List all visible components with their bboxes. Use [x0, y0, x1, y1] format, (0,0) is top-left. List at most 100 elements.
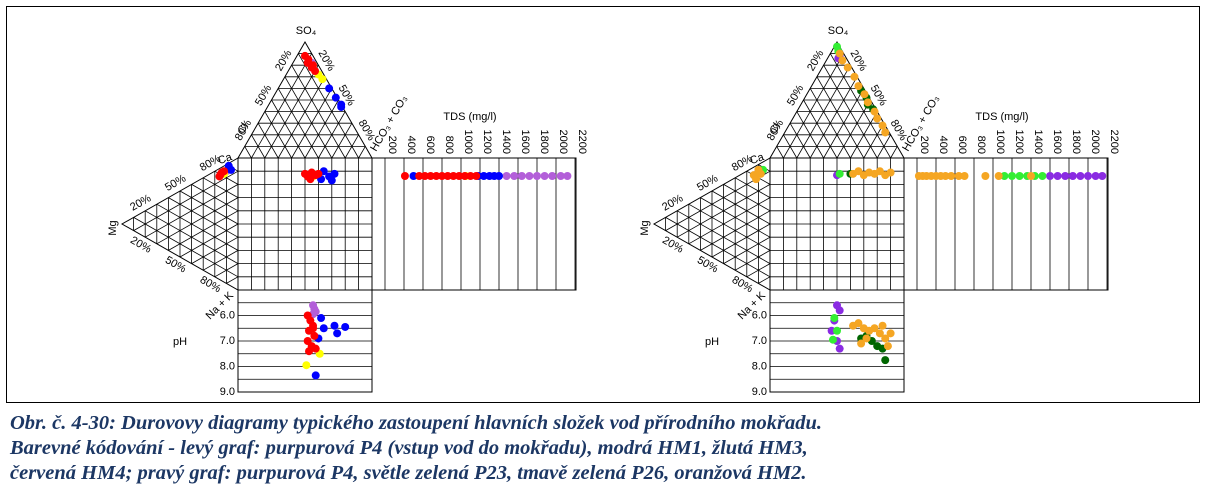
triangle-grid-line: [358, 146, 366, 159]
data-point: [756, 169, 765, 178]
data-point: [311, 371, 320, 380]
tds-tick-label: 400: [937, 136, 949, 154]
data-point: [854, 82, 863, 91]
caption-line: Barevné kódování - levý graf: purpurová …: [9, 437, 808, 459]
data-point: [886, 168, 895, 177]
tds-tick-label: 1800: [1070, 130, 1082, 154]
data-point: [1046, 172, 1054, 180]
data-point: [1084, 172, 1092, 180]
data-point: [835, 306, 844, 315]
axis-label: pH: [705, 336, 719, 348]
triangle-grid-line: [735, 177, 771, 198]
data-point: [556, 172, 565, 180]
tds-tick-label: 800: [443, 136, 455, 154]
axis-label: Cl: [768, 121, 784, 136]
percent-label: 50%: [695, 172, 720, 193]
tds-tick-label: 1800: [538, 130, 550, 154]
data-point: [409, 172, 418, 180]
data-point: [517, 172, 526, 180]
triangle-grid-line: [179, 223, 239, 258]
ph-tick-label: 7.0: [752, 335, 767, 347]
data-point: [830, 314, 839, 323]
data-point: [305, 347, 314, 356]
triangle-grid-line: [803, 99, 838, 159]
data-point: [341, 322, 350, 331]
data-point: [502, 172, 511, 180]
triangle-grid-line: [304, 99, 339, 159]
data-point: [314, 169, 323, 178]
triangle-grid-line: [133, 170, 239, 231]
axis-label: TDS (mg/l): [975, 111, 1028, 123]
triangle-grid-line: [291, 64, 346, 159]
data-point: [838, 56, 847, 65]
triangle-grid-line: [711, 190, 771, 225]
tds-tick-label: 800: [975, 136, 987, 154]
triangle-grid-line: [863, 122, 885, 159]
data-point: [311, 344, 320, 353]
data-point: [1053, 172, 1062, 180]
data-point: [311, 67, 320, 75]
data-point: [854, 319, 863, 328]
data-point: [466, 172, 475, 180]
axis-label: Cl: [236, 121, 252, 136]
percent-label: 20%: [273, 48, 295, 73]
triangle-grid-line: [665, 217, 771, 278]
caption-line: červená HM4; pravý graf: purpurová P4, s…: [10, 462, 807, 484]
triangle-grid-line: [688, 203, 771, 251]
data-point: [1015, 172, 1024, 180]
percent-label: 50%: [163, 172, 188, 193]
data-point: [873, 114, 882, 123]
data-point: [863, 98, 872, 107]
tds-tick-label: 1600: [1051, 130, 1063, 154]
axis-label: pH: [173, 336, 187, 348]
triangle-grid-line: [226, 276, 239, 284]
data-point: [981, 172, 990, 180]
tds-tick-label: 2000: [1089, 130, 1101, 154]
tds-tick-label: 1600: [519, 130, 531, 154]
percent-label: 50%: [253, 83, 275, 108]
data-point: [1008, 172, 1016, 180]
axis-label: Mg: [639, 220, 651, 235]
triangle-grid-line: [203, 250, 239, 271]
tds-tick-label: 200: [386, 136, 398, 154]
data-point: [881, 356, 890, 365]
data-point: [540, 172, 549, 180]
data-point: [881, 334, 890, 343]
data-point: [1027, 172, 1035, 180]
data-point: [533, 172, 541, 180]
data-point: [835, 49, 844, 58]
data-point: [319, 324, 328, 333]
ph-tick-label: 8.0: [220, 361, 235, 373]
percent-label: 20%: [660, 192, 685, 213]
tds-tick-label: 1400: [1032, 130, 1044, 154]
data-point: [400, 172, 409, 180]
data-point: [325, 84, 334, 93]
triangle-grid-line: [677, 184, 771, 238]
data-point: [563, 172, 572, 180]
data-point: [215, 172, 224, 181]
data-point: [310, 331, 319, 340]
percent-label: 80%: [233, 118, 255, 143]
triangle-grid-line: [829, 53, 891, 159]
data-point: [317, 314, 326, 323]
triangle-grid-line: [665, 170, 771, 231]
triangle-grid-line: [264, 64, 319, 159]
data-point: [227, 165, 236, 174]
data-point: [449, 172, 458, 180]
data-point: [828, 335, 837, 344]
percent-label: 50%: [785, 83, 807, 108]
triangle-grid-line: [688, 197, 771, 245]
data-point: [438, 172, 446, 180]
data-point: [420, 172, 429, 180]
tds-box: [371, 157, 577, 291]
data-point: [330, 321, 339, 330]
data-point: [881, 128, 890, 137]
data-point: [443, 172, 452, 180]
data-point: [960, 172, 969, 180]
triangle-grid-line: [156, 203, 239, 251]
data-point: [835, 169, 844, 178]
data-point: [1068, 172, 1077, 180]
percent-label: 80%: [765, 118, 787, 143]
data-point: [870, 324, 879, 333]
